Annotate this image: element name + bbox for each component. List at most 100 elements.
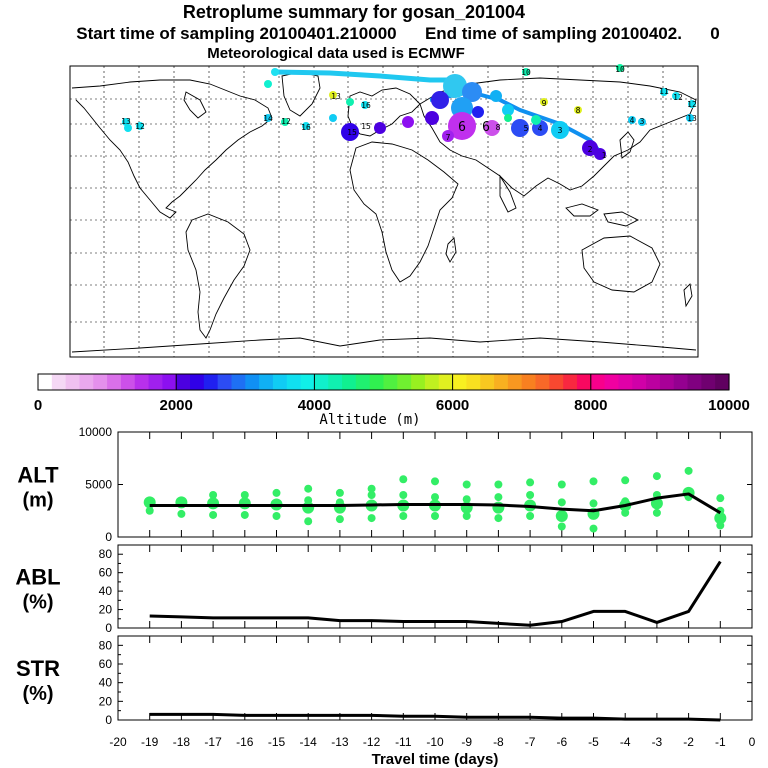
y-tick-label: 5000 (85, 478, 112, 492)
trajectory-cluster-dot (402, 116, 414, 128)
colorbar-segment (190, 374, 205, 390)
trajectory-label: 2 (588, 145, 593, 154)
trajectory-cluster-dot (490, 90, 502, 102)
colorbar-segment (355, 374, 371, 390)
altitude-point (399, 512, 408, 520)
trajectory-cluster-dot (638, 118, 646, 126)
y-axis-label: STR (16, 656, 60, 681)
colorbar-segment (38, 374, 53, 390)
altitude-point (272, 488, 281, 497)
x-tick-label: -4 (620, 735, 631, 749)
altitude-point (494, 514, 503, 523)
colorbar-segment (120, 374, 136, 390)
trajectory-cluster-dot (628, 116, 636, 124)
altitude-point (714, 512, 727, 525)
trajectory-cluster-dot (329, 91, 337, 99)
colorbar-tick-label: 6000 (436, 397, 469, 414)
trajectory-cluster-dot (431, 91, 449, 109)
colorbar-segment (65, 374, 81, 390)
trajectory-cluster-dot (472, 106, 484, 118)
altitude-point (557, 480, 566, 489)
trajectory-cluster-dot (686, 114, 694, 122)
panel-alt: 0 5000 10000 ALT(m) (17, 425, 753, 544)
trajectory-label: 13 (121, 117, 131, 126)
y-tick-label: 60 (99, 566, 113, 580)
altitude-point (462, 480, 471, 489)
x-tick-label: -19 (141, 735, 159, 749)
colorbar-segment (217, 374, 233, 390)
x-tick-label: -5 (588, 735, 599, 749)
colorbar-segment (715, 374, 730, 390)
y-tick-label: 0 (105, 713, 112, 727)
colorbar-segment (286, 374, 302, 390)
trajectory-cluster-dot (551, 121, 569, 139)
trajectory-cluster-dot (271, 68, 279, 76)
trajectory-label: 6 (482, 120, 490, 135)
colorbar-segment (162, 374, 177, 390)
trajectory-cluster-dot (264, 80, 272, 88)
altitude-point (492, 501, 505, 514)
y-axis-label: ABL (15, 565, 60, 590)
trajectory-cluster-dot (374, 122, 386, 134)
trajectory-cluster-dot (511, 119, 529, 137)
trajectory-cluster-dot (504, 114, 512, 122)
trajectory-cluster-dot (346, 98, 354, 106)
colorbar-segment (604, 374, 620, 390)
trajectory-label: 14 (263, 114, 273, 123)
trajectory-cluster-dot (341, 123, 359, 141)
trajectory-cluster-dot (442, 130, 454, 142)
trajectory-label: 11 (659, 87, 669, 96)
x-tick-label: -7 (525, 735, 536, 749)
trajectory-cluster-dot (425, 111, 439, 125)
trajectory-cluster-dot (502, 104, 514, 116)
colorbar-tick-labels: 0 2000 4000 6000 8000 10000 (34, 374, 750, 414)
trajectory-cluster-dot (361, 101, 369, 109)
altitude-point (526, 491, 535, 499)
x-tick-label: -14 (300, 735, 318, 749)
altitude-point (557, 498, 566, 507)
x-tick-label: -1 (715, 735, 726, 749)
altitude-point (304, 517, 313, 526)
colorbar-segment (134, 374, 150, 390)
series-line (149, 560, 722, 627)
colorbar-segment (328, 374, 343, 390)
trajectory-label: 16 (301, 123, 311, 132)
altitude-point (494, 480, 503, 489)
altitude-point (462, 512, 471, 520)
altitude-point (399, 475, 408, 484)
trajectory-label: 4 (538, 124, 543, 133)
trajectory-label: 9 (542, 99, 547, 108)
altitude-colorbar (37, 373, 730, 391)
altitude-point (650, 497, 663, 510)
x-axis-label: Travel time (days) (372, 751, 499, 768)
trajectory-label: 10 (615, 65, 625, 74)
y-tick-label: 40 (99, 584, 113, 598)
trajectory-label: 3 (640, 117, 645, 126)
trajectory-cluster-dot (594, 148, 606, 160)
time-series-panels: 0500010000ALT(m)020406080ABL(%)020406080… (15, 425, 755, 768)
trajectory-band (274, 69, 460, 83)
trajectory-label: 10 (521, 68, 531, 77)
colorbar-segment (424, 374, 440, 390)
trajectory-label: 4 (630, 116, 635, 125)
y-tick-label: 0 (105, 621, 112, 635)
x-tick-label: 0 (749, 735, 756, 749)
altitude-point (589, 477, 598, 486)
trajectory-label: 12 (135, 122, 145, 131)
trajectory-cluster-dot (582, 140, 598, 156)
colorbar-segment (438, 374, 454, 390)
x-tick-label: -9 (461, 735, 472, 749)
series-line (149, 492, 722, 515)
colorbar-segment (397, 374, 412, 390)
trajectory-cluster-dot (531, 115, 541, 125)
altitude-point (589, 499, 598, 508)
x-tick-label: -8 (493, 735, 504, 749)
trajectory-cluster-dot (522, 68, 530, 76)
trajectory-cluster-dot (616, 64, 624, 72)
colorbar-segment (563, 374, 578, 390)
colorbar-segment (452, 374, 468, 390)
y-tick-label: 10000 (79, 425, 113, 439)
altitude-point (621, 476, 630, 485)
colorbar-segment (314, 374, 329, 390)
colorbar-segment (659, 374, 675, 390)
